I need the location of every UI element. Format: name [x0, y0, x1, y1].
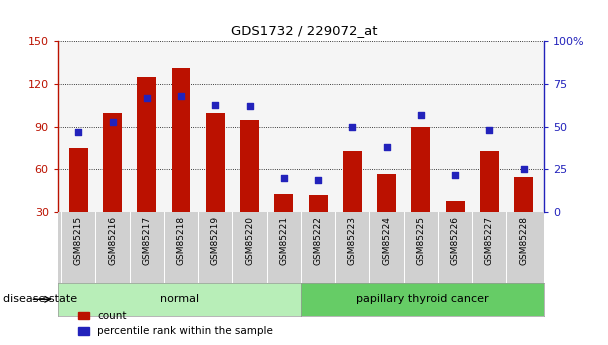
- Point: [485, 127, 494, 133]
- Point: [176, 93, 186, 99]
- Text: disease state: disease state: [3, 294, 77, 304]
- Text: GSM85221: GSM85221: [279, 216, 288, 265]
- Text: papillary thyroid cancer: papillary thyroid cancer: [356, 294, 489, 304]
- Text: GSM85215: GSM85215: [74, 216, 83, 265]
- Text: normal: normal: [160, 294, 199, 304]
- Point: [74, 129, 83, 135]
- Text: GSM85224: GSM85224: [382, 216, 391, 265]
- Point: [451, 172, 460, 177]
- Point: [348, 124, 358, 129]
- Point: [142, 95, 151, 100]
- Bar: [480, 151, 499, 212]
- Text: GSM85217: GSM85217: [142, 216, 151, 265]
- Text: GSM85226: GSM85226: [451, 216, 460, 265]
- Point: [279, 175, 289, 181]
- Point: [416, 112, 426, 118]
- Bar: [69, 148, 88, 212]
- Bar: [309, 195, 328, 212]
- Text: GSM85220: GSM85220: [245, 216, 254, 265]
- Legend: count, percentile rank within the sample: count, percentile rank within the sample: [78, 311, 273, 336]
- Bar: [412, 127, 430, 212]
- Bar: [343, 151, 362, 212]
- Text: GDS1732 / 229072_at: GDS1732 / 229072_at: [231, 24, 377, 37]
- Text: GSM85218: GSM85218: [176, 216, 185, 265]
- Point: [313, 177, 323, 183]
- Point: [244, 104, 254, 109]
- Point: [210, 102, 220, 107]
- Bar: [103, 112, 122, 212]
- Text: GSM85223: GSM85223: [348, 216, 357, 265]
- Point: [519, 167, 528, 172]
- Text: GSM85219: GSM85219: [211, 216, 220, 265]
- Bar: [274, 194, 293, 212]
- Bar: [206, 112, 225, 212]
- Bar: [137, 77, 156, 212]
- Bar: [240, 120, 259, 212]
- Point: [108, 119, 117, 125]
- Bar: [377, 174, 396, 212]
- Bar: [514, 177, 533, 212]
- Text: GSM85225: GSM85225: [416, 216, 426, 265]
- Bar: [446, 201, 465, 212]
- Bar: [171, 68, 190, 212]
- Text: GSM85216: GSM85216: [108, 216, 117, 265]
- Text: GSM85228: GSM85228: [519, 216, 528, 265]
- Text: GSM85227: GSM85227: [485, 216, 494, 265]
- Text: GSM85222: GSM85222: [314, 216, 323, 265]
- Point: [382, 145, 392, 150]
